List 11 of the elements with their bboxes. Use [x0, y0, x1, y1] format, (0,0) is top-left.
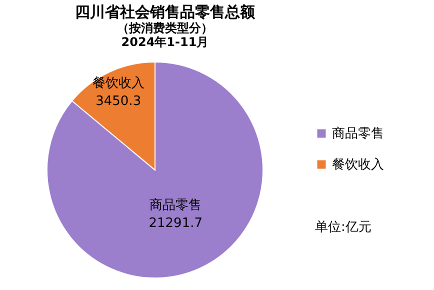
- data-label: 21291.7: [148, 216, 202, 232]
- chart-subtitle: （按消费类型分）: [117, 21, 213, 35]
- legend-label: 餐饮收入: [332, 158, 384, 172]
- text: 单位:亿元: [315, 220, 372, 235]
- text: 2024年1-11月: [121, 35, 209, 49]
- pie-slice: [46, 62, 264, 278]
- slice-label: 商品零售: [150, 198, 202, 214]
- legend-label: 商品零售: [332, 126, 384, 142]
- slice-label: 餐饮收入: [92, 76, 144, 91]
- chart-title: 四川省社会销售品零售总额: [75, 3, 256, 21]
- data-label: 3450.3: [96, 94, 142, 109]
